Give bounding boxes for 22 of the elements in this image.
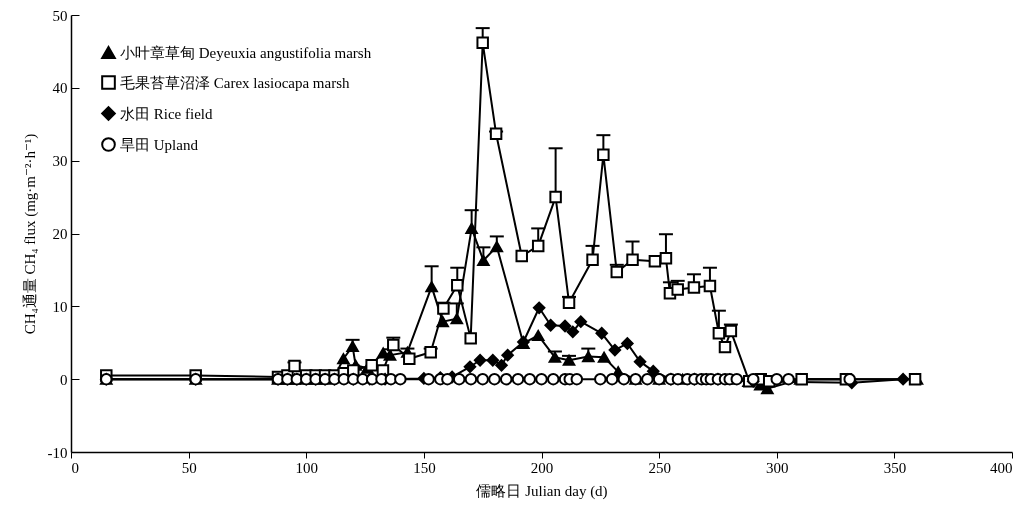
- y-tick-label: 30: [52, 153, 68, 170]
- y-tick-label: 50: [52, 7, 68, 24]
- x-tick-label: 250: [648, 459, 671, 476]
- legend-label: 毛果苔草沼泽 Carex lasiocapa marsh: [120, 74, 351, 91]
- legend-label: 小叶章草甸 Deyeuxia angustifolia marsh: [120, 44, 372, 61]
- y-tick-label: 20: [52, 226, 68, 242]
- legend-label: 水田 Rice field: [120, 105, 213, 122]
- legend-label: 旱田 Upland: [120, 136, 199, 153]
- x-axis-title: 儒略日 Julian day (d): [476, 482, 608, 500]
- x-tick-label: 50: [181, 459, 197, 476]
- x-tick-label: 350: [883, 459, 907, 476]
- x-tick-label: 0: [71, 459, 79, 476]
- x-tick-label: 100: [295, 459, 318, 476]
- y-tick-label: 0: [60, 371, 68, 388]
- y-tick-label: 10: [52, 298, 68, 315]
- x-tick-label: 400: [990, 459, 1013, 476]
- y-tick-label: 40: [52, 80, 68, 97]
- x-tick-label: 150: [413, 459, 436, 476]
- y-tick-label: -10: [47, 444, 68, 461]
- y-axis-title: CH₄通量 CH₄ flux (mg·m⁻²·h⁻¹): [21, 133, 39, 335]
- x-tick-label: 300: [766, 459, 789, 476]
- x-tick-label: 200: [530, 459, 554, 476]
